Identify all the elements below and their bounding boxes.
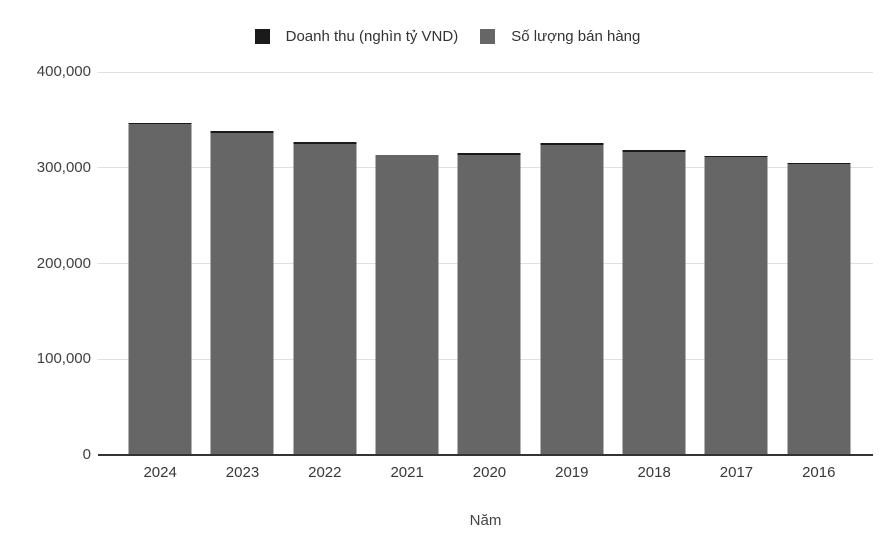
legend-item-doanh-thu: Doanh thu (nghìn tỷ VND) [254,28,459,45]
bar-2023[interactable] [210,131,274,455]
bar-segment [210,131,274,134]
y-tick-label: 300,000 [36,158,91,176]
bar-2017[interactable] [704,155,768,455]
y-tick-label: 200,000 [36,254,91,272]
bar-slot-2017 [695,72,777,455]
bar-segment [293,143,357,455]
x-tick-label-2017: 2017 [719,464,754,481]
legend-swatch-doanh-thu [254,29,270,44]
bar-slot-2019 [531,72,613,455]
bar-2019[interactable] [540,142,604,455]
bar-segment [375,155,439,455]
bar-segment [457,154,521,455]
legend-label-doanh-thu: Doanh thu (nghìn tỷ VND) [285,28,459,45]
bar-segment [704,155,768,158]
bars-row [119,72,860,455]
x-tick-label-2024: 2024 [143,464,177,481]
gridline [98,71,873,73]
bar-slot-2020 [448,72,530,455]
bar-segment [540,144,604,455]
x-tick-label-2023: 2023 [225,464,260,481]
bar-2020[interactable] [457,153,521,455]
bar-segment [787,163,851,455]
bar-slot-2023 [201,72,283,455]
y-tick-label: 100,000 [36,350,91,368]
legend-swatch-so-luong [480,29,496,44]
x-axis: 2024 2023 2022 2021 2020 2019 2018 2017 2016 [98,464,873,481]
x-tick-label-2022: 2022 [308,464,342,481]
bar-segment [540,142,604,145]
x-tick-label-2021: 2021 [390,464,424,481]
bar-2022[interactable] [293,141,357,455]
bar-slot-2024 [119,72,201,455]
bar-segment [210,133,274,455]
plot-area [98,71,873,456]
bar-segment [293,141,357,144]
x-axis-baseline [98,454,873,456]
bar-slot-2022 [284,72,366,455]
x-tick-label-2019: 2019 [555,464,589,481]
bar-slot-2018 [613,72,695,455]
bar-2018[interactable] [622,150,686,455]
y-axis: 0 100,000 200,000 300,000 400,000 [0,63,91,463]
chart-legend: Doanh thu (nghìn tỷ VND) Số lượng bán hà… [0,28,895,45]
bar-2021[interactable] [375,154,439,455]
x-tick-label-2016: 2016 [802,464,836,481]
bar-2024[interactable] [128,123,192,455]
bar-segment [622,152,686,455]
legend-item-so-luong: Số lượng bán hàng [480,28,640,45]
bar-segment [622,150,686,153]
bar-segment [704,157,768,455]
x-tick-label-2020: 2020 [472,464,507,481]
y-tick-label: 400,000 [36,63,91,80]
x-tick-label-2018: 2018 [637,464,671,481]
bar-segment [128,123,192,455]
legend-label-so-luong: Số lượng bán hàng [511,28,641,45]
bar-slot-2016 [778,72,860,455]
x-axis-title: Năm [469,512,502,529]
bar-segment [457,153,521,155]
bar-2016[interactable] [787,163,851,455]
y-tick-label: 0 [82,446,91,463]
bar-slot-2021 [366,72,448,455]
